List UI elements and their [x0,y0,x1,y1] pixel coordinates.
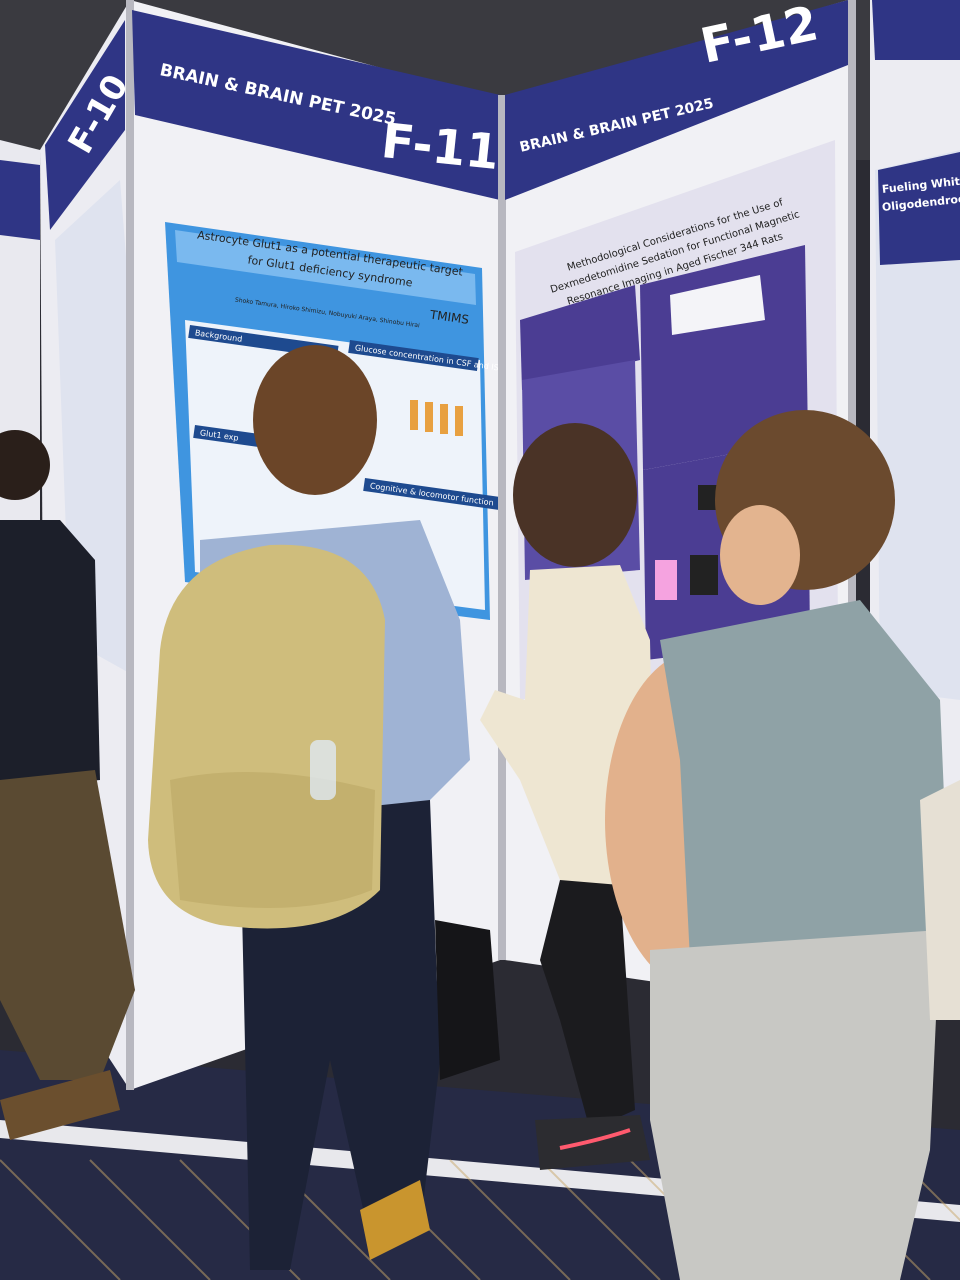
shoe-logo [559,1128,631,1150]
backpack-pocket [170,772,375,908]
person-shoe [360,1180,430,1260]
poster-figure [690,555,718,595]
banner-f12 [505,0,848,200]
tote-bag [920,780,960,1020]
person-shirt [0,520,100,790]
poster-logo: TMIMS [428,307,470,326]
section-header [348,340,479,371]
carpet-pattern [89,1159,211,1280]
poster-figure [670,275,765,335]
person-pants [650,930,940,1280]
poster-figure-bar [410,400,418,430]
banner-far-left [0,160,40,240]
panel-label: F-11 [379,113,502,181]
person-head [253,345,377,495]
carpet-pattern [449,1159,571,1280]
water-bottle [310,740,336,800]
bag-on-floor [435,920,500,1080]
banner-right [872,0,960,60]
carpet-pattern [0,1159,121,1280]
poster-figure-bar [425,402,433,432]
banner-f11 [132,10,500,200]
poster-figure-bar [455,406,463,436]
person-hair [513,423,637,567]
section-header [363,477,514,512]
carpet-pattern [539,1159,661,1280]
poster-right [875,150,960,700]
poster-right-header [878,152,960,265]
person-top [660,600,950,960]
person-pants [540,880,635,1130]
banner-f10 [45,20,125,230]
poster-section [520,285,640,390]
person-shoe [0,1070,120,1140]
poster-figure [655,560,677,600]
poster-f11-title-area [175,230,476,305]
person-pants [0,770,135,1080]
person-face [720,505,800,605]
person-head [0,430,50,500]
poster-figure-bar [440,404,448,434]
